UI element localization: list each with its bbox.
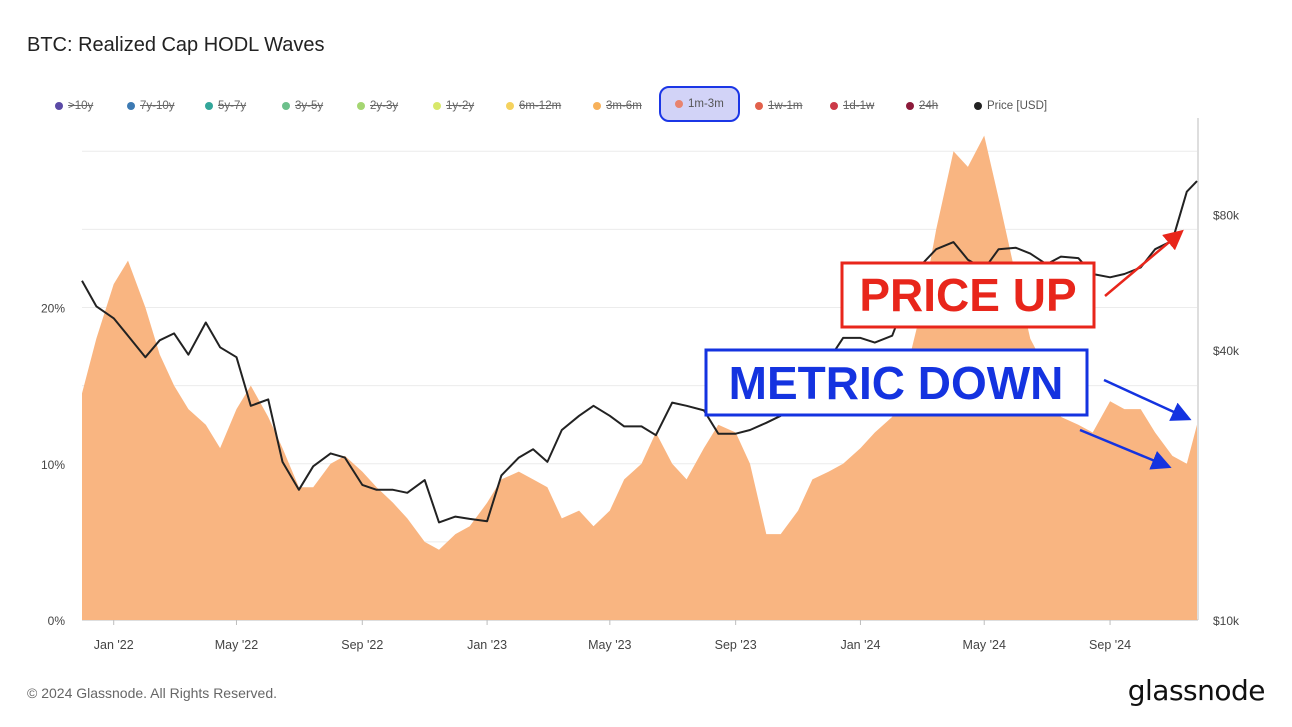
legend-label: 3y-5y (295, 100, 324, 112)
metric-down-arrow-icon (1079, 428, 1172, 470)
metric-down-box (704, 348, 1089, 417)
x-tick-label: Sep '23 (715, 638, 757, 652)
legend-dot-icon (127, 102, 135, 110)
x-tick-label: May '23 (588, 638, 631, 652)
legend-label: 3m-6m (606, 100, 642, 112)
legend-item-1m-3m[interactable]: 1m-3m (659, 86, 740, 122)
legend-item-24h[interactable]: 24h (906, 86, 938, 126)
legend-dot-icon (55, 102, 63, 110)
legend-item-6m-12m[interactable]: 6m-12m (506, 86, 561, 126)
x-tick-label: Sep '22 (341, 638, 383, 652)
y-right-tick-label: $10k (1213, 614, 1240, 628)
legend-dot-icon (906, 102, 914, 110)
legend-dot-icon (974, 102, 982, 110)
y-left-tick-label: 0% (48, 614, 66, 628)
legend-label: 1y-2y (446, 100, 475, 112)
legend-item-1y-2y[interactable]: 1y-2y (433, 86, 474, 126)
copyright: © 2024 Glassnode. All Rights Reserved. (27, 685, 278, 701)
legend-item-7y-10y[interactable]: 7y-10y (127, 86, 175, 126)
legend-dot-icon (433, 102, 441, 110)
legend-label: 1d-1w (843, 100, 875, 112)
legend-label: Price [USD] (987, 100, 1048, 112)
price-up-label: PRICE UP (859, 269, 1076, 321)
legend-label: 5y-7y (218, 100, 247, 112)
legend-label: 24h (919, 100, 939, 112)
legend-dot-icon (357, 102, 365, 110)
legend-item-2y-3y[interactable]: 2y-3y (357, 86, 398, 126)
price-up-arrow-icon (1104, 229, 1184, 297)
y-left-tick-label: 20% (41, 302, 65, 316)
legend-dot-icon (205, 102, 213, 110)
legend-item-price-usd[interactable]: Price [USD] (974, 86, 1047, 126)
price-up-box (840, 261, 1096, 329)
legend-item-3y-5y[interactable]: 3y-5y (282, 86, 323, 126)
legend-dot-icon (675, 100, 683, 108)
x-tick-label: Jan '23 (467, 638, 507, 652)
x-tick-label: Sep '24 (1089, 638, 1131, 652)
legend-dot-icon (282, 102, 290, 110)
legend-item-5y-7y[interactable]: 5y-7y (205, 86, 246, 126)
legend-label: 1w-1m (768, 100, 803, 112)
legend-label: 7y-10y (140, 100, 175, 112)
x-tick-label: May '22 (215, 638, 258, 652)
x-tick-label: Jan '22 (94, 638, 134, 652)
legend-item-1d-1w[interactable]: 1d-1w (830, 86, 874, 126)
series-line-price (81, 180, 1198, 524)
legend-dot-icon (593, 102, 601, 110)
legend-label: 2y-3y (370, 100, 399, 112)
glassnode-logo: glassnode (1127, 674, 1266, 707)
metric-down-label: METRIC DOWN (729, 357, 1064, 409)
series-area-1m-3m (82, 135, 1197, 620)
legend-item-3m-6m[interactable]: 3m-6m (593, 86, 642, 126)
legend-dot-icon (506, 102, 514, 110)
x-tick-label: Jan '24 (840, 638, 880, 652)
y-right-tick-label: $80k (1213, 209, 1240, 223)
legend: >10y 7y-10y 5y-7y 3y-5y 2y-3y 1y-2y 6m-12m 3m-6… (55, 86, 1105, 126)
y-right-tick-label: $40k (1213, 344, 1240, 358)
legend-item-10y[interactable]: >10y (55, 86, 93, 126)
chart-title: BTC: Realized Cap HODL Waves (27, 34, 325, 56)
legend-label: 6m-12m (519, 100, 562, 112)
x-tick-label: May '24 (963, 638, 1006, 652)
legend-label: >10y (68, 100, 94, 112)
legend-dot-icon (755, 102, 763, 110)
legend-dot-icon (830, 102, 838, 110)
legend-label: 1m-3m (688, 98, 724, 110)
y-left-tick-label: 10% (41, 458, 65, 472)
metric-down-arrow-icon (1103, 378, 1192, 421)
legend-item-1w-1m[interactable]: 1w-1m (755, 86, 803, 126)
